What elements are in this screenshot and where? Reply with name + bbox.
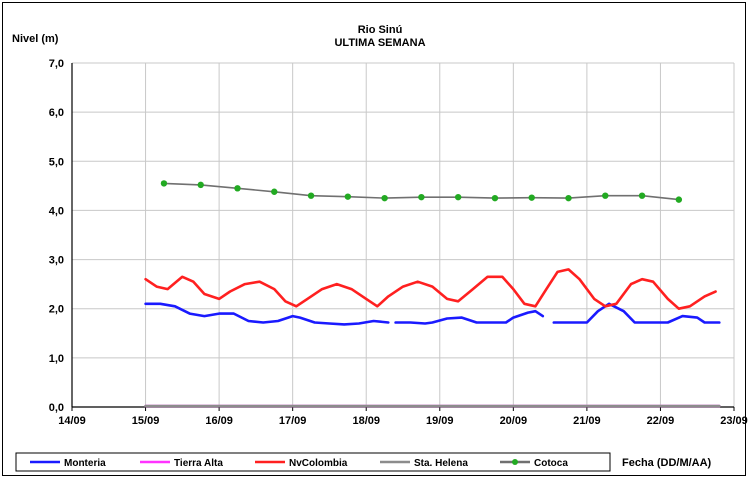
y-tick-label: 2,0 [49,304,64,316]
y-tick-label: 1,0 [49,353,64,365]
x-tick-label: 20/09 [500,415,528,427]
x-tick-label: 19/09 [426,415,454,427]
series-line-nvcolombia [144,268,717,310]
y-tick-labels: 0,0 1,0 2,0 3,0 4,0 5,0 6,0 7,0 [49,58,64,414]
series-point-cotoca [675,196,683,203]
legend-label-nvcolombia: NvColombia [289,458,348,469]
series-point-cotoca [160,180,168,187]
series-point-cotoca [454,193,462,201]
y-tick-label: 7,0 [49,58,64,70]
x-axis-label: Fecha (DD/M/AA) [622,457,712,469]
y-tick-label: 4,0 [49,205,64,217]
legend-label-sta-helena: Sta. Helena [414,458,468,469]
chart-frame [2,2,746,476]
legend: Monteria Tierra Alta NvColombia Sta. Helena… [15,452,611,472]
x-tick-label: 14/09 [58,415,86,427]
series-point-cotoca [528,194,535,201]
y-axis-label: Nivel (m) [12,33,59,45]
y-tick-label: 5,0 [49,156,64,168]
plot-area [71,62,735,411]
x-tick-label: 17/09 [279,415,307,427]
series-point-cotoca [344,193,352,200]
x-tick-label: 21/09 [573,415,601,427]
x-tick-label: 23/09 [720,415,748,427]
plot-background [72,63,734,407]
legend-marker-cotoca [512,459,518,465]
series-point-cotoca [234,185,241,192]
series-point-cotoca [197,181,204,189]
x-tick-label: 15/09 [132,415,160,427]
chart-subtitle: ULTIMA SEMANA [334,37,425,49]
series-point-cotoca [491,194,499,202]
x-tick-labels: 14/09 15/09 16/09 17/09 18/09 19/09 20/09 21/09… [58,415,748,427]
legend-box [15,452,611,472]
y-tick-label: 0,0 [49,402,64,414]
chart-title: Rio Sinú [358,24,403,36]
y-tick-label: 6,0 [49,107,64,119]
series-layer [144,180,721,408]
legend-label-tierra-alta: Tierra Alta [174,458,223,469]
x-tick-label: 22/09 [647,415,675,427]
x-tick-label: 18/09 [352,415,380,427]
y-tick-label: 3,0 [49,255,64,267]
legend-label-cotoca: Cotoca [534,458,568,469]
x-tick-label: 16/09 [205,415,233,427]
series-point-cotoca [307,192,315,199]
series-point-cotoca [381,194,388,202]
series-point-cotoca [638,192,646,199]
legend-label-monteria: Monteria [64,458,106,469]
series-point-cotoca [418,193,425,201]
series-line-monteria [144,302,721,326]
series-point-cotoca [602,192,609,199]
series-point-cotoca [565,194,572,202]
series-point-cotoca [271,188,278,195]
